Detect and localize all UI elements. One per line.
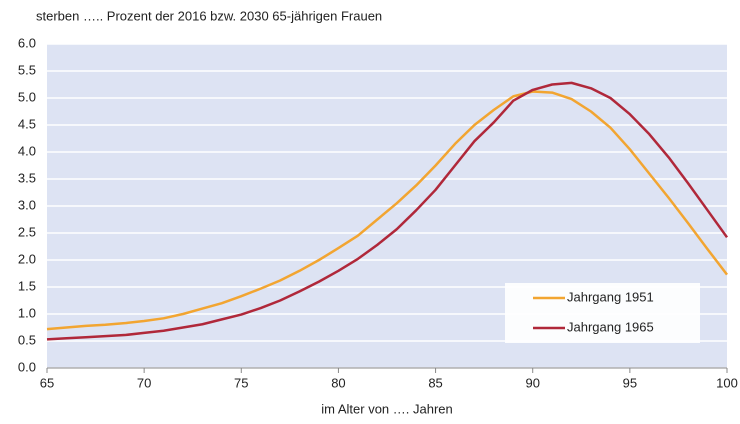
chart-title: sterben ….. Prozent der 2016 bzw. 2030 6… [36,8,382,23]
y-tick-label: 1.5 [18,278,36,293]
y-tick-label: 6.0 [18,35,36,50]
x-tick-label: 80 [331,375,345,390]
y-tick-label: 1.0 [18,305,36,320]
legend-label: Jahrgang 1965 [567,319,654,334]
y-tick-label: 5.0 [18,89,36,104]
x-axis-label: im Alter von …. Jahren [321,401,453,416]
series-line [46,81,729,341]
x-tick-label: 65 [40,375,54,390]
y-tick-label: 4.0 [18,143,36,158]
y-tick-label: 3.0 [18,197,36,212]
y-tick-label: 2.0 [18,251,36,266]
y-tick-label: 0.5 [18,332,36,347]
legend-box [505,283,700,343]
legend-label: Jahrgang 1951 [567,289,654,304]
y-tick-label: 0.0 [18,359,36,374]
x-tick-label: 85 [428,375,442,390]
x-tick-label: 70 [137,375,151,390]
series-line [46,90,728,331]
y-tick-label: 4.5 [18,116,36,131]
x-tick-label: 75 [234,375,248,390]
x-tick-label: 95 [623,375,637,390]
y-tick-label: 5.5 [18,62,36,77]
y-tick-label: 2.5 [18,224,36,239]
x-tick-label: 90 [525,375,539,390]
y-tick-label: 3.5 [18,170,36,185]
x-tick-label: 100 [716,375,738,390]
